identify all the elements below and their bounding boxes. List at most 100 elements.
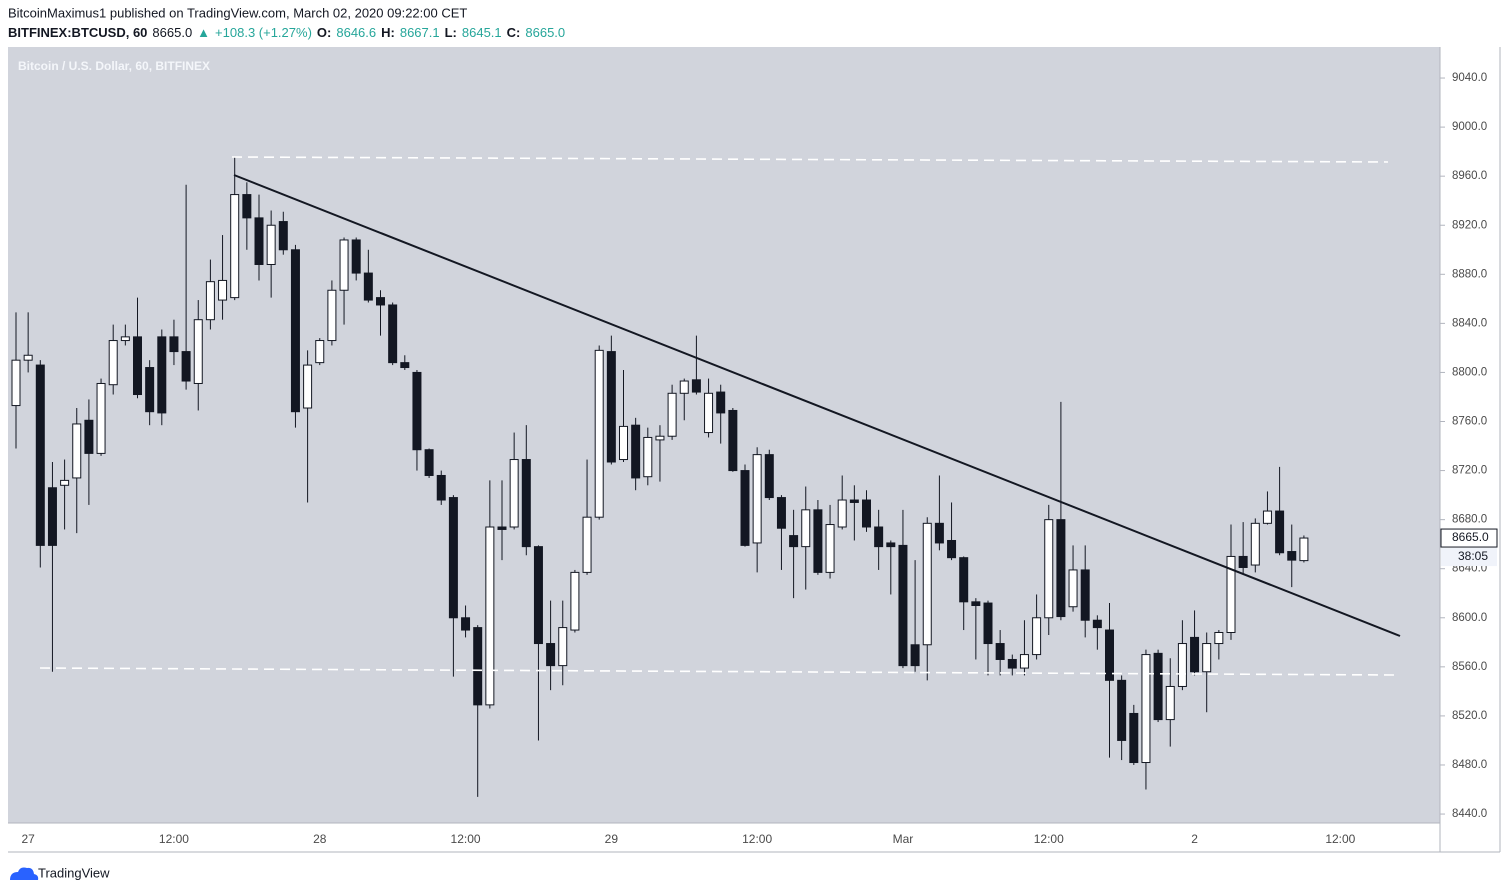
- candle-body: [934, 522, 944, 544]
- candle-body: [1032, 617, 1042, 656]
- candle-body: [546, 643, 556, 667]
- logo: TradingView: [10, 865, 110, 880]
- countdown-box: [1441, 548, 1497, 567]
- candle-body: [11, 359, 21, 407]
- candle-body: [47, 487, 57, 546]
- candle-body: [388, 304, 398, 364]
- candle-body: [728, 409, 738, 472]
- candle-body: [497, 526, 507, 530]
- candle-body: [351, 239, 361, 274]
- candle-body: [96, 382, 106, 454]
- y-tick-label: 8480.0: [1452, 759, 1487, 771]
- candle-body: [35, 364, 45, 546]
- byline: BitcoinMaximus1 published on TradingView…: [8, 5, 467, 20]
- candle-body: [776, 497, 786, 529]
- x-tick-label: 28: [313, 832, 327, 846]
- candle-body: [218, 279, 228, 301]
- candle-body: [1165, 685, 1175, 721]
- plot-area: [8, 47, 1440, 823]
- candle-body: [400, 362, 410, 369]
- candle-body: [606, 351, 616, 463]
- trend-line: [233, 174, 1401, 637]
- candle-body: [1056, 519, 1066, 618]
- candle-body: [242, 194, 252, 219]
- x-tick-label: 29: [605, 832, 619, 846]
- countdown-label: 38:05: [1458, 549, 1488, 563]
- y-tick-label: 8520.0: [1452, 710, 1487, 722]
- candle-body: [1177, 643, 1187, 687]
- candle-body: [582, 516, 592, 573]
- support-line: [39, 667, 1396, 676]
- candle-body: [509, 459, 519, 528]
- brand: TradingView: [38, 865, 110, 880]
- candle-body: [558, 627, 568, 667]
- y-tick-label: 9000.0: [1452, 121, 1487, 133]
- candle-body: [145, 367, 155, 413]
- y-tick-label: 8760.0: [1452, 416, 1487, 428]
- y-tick-label: 9040.0: [1452, 72, 1487, 84]
- candle-body: [1007, 658, 1017, 669]
- candles: [11, 156, 1309, 797]
- candle-body: [1262, 510, 1272, 524]
- y-tick-label: 8600.0: [1452, 612, 1487, 624]
- candle-body: [995, 643, 1005, 660]
- candle-body: [1105, 629, 1114, 681]
- candle-body: [631, 424, 641, 479]
- candle-body: [461, 617, 471, 631]
- candle-body: [691, 379, 701, 393]
- candle-body: [862, 499, 871, 528]
- candle-body: [1080, 569, 1090, 621]
- candle-body: [84, 419, 94, 454]
- candle-body: [874, 526, 884, 548]
- candle-body: [1153, 652, 1163, 721]
- candle-body: [448, 497, 458, 619]
- candle-body: [315, 340, 325, 364]
- candle-body: [886, 542, 896, 548]
- candle-body: [898, 544, 908, 667]
- candle-body: [983, 602, 993, 645]
- candle-body: [278, 221, 288, 251]
- candle-body: [108, 340, 118, 386]
- x-tick-label: 12:00: [1325, 832, 1355, 846]
- x-tick-label: Mar: [893, 832, 914, 846]
- quote-part: BITFINEX:BTCUSD, 60: [8, 25, 147, 40]
- candle-body: [679, 380, 689, 394]
- candle-body: [655, 435, 665, 441]
- y-tick-label: 8680.0: [1452, 514, 1487, 526]
- candle-body: [813, 509, 823, 573]
- candle-body: [327, 289, 337, 342]
- quote-part: 8665.0: [525, 25, 565, 40]
- candle-body: [436, 474, 446, 501]
- candle-body: [594, 349, 604, 518]
- candle-body: [230, 194, 240, 299]
- y-tick-label: 8440.0: [1452, 808, 1487, 820]
- quote-part: L:: [445, 25, 457, 40]
- candle-body: [376, 297, 385, 306]
- candle-body: [801, 509, 811, 548]
- quote-part: 8667.1: [400, 25, 440, 40]
- candle-body: [922, 522, 932, 646]
- quote-part: 8645.1: [462, 25, 502, 40]
- candle-body: [205, 281, 215, 321]
- x-tick-label: 27: [21, 832, 35, 846]
- candle-body: [667, 392, 677, 437]
- x-tick-label: 12:00: [159, 832, 189, 846]
- quote-part: O:: [317, 25, 331, 40]
- candle-body: [339, 239, 349, 291]
- quote-line: BITFINEX:BTCUSD, 60 8665.0 ▲ +108.3 (+1.27%…: [8, 25, 565, 40]
- quote-part: +108.3 (+1.27%): [215, 25, 312, 40]
- candle-body: [1238, 555, 1248, 568]
- candle-body: [643, 436, 653, 478]
- candle-body: [303, 364, 313, 409]
- y-tick-label: 8920.0: [1452, 219, 1487, 231]
- candle-body: [521, 459, 531, 548]
- candle-body: [120, 336, 130, 342]
- quote-part: H:: [381, 25, 395, 40]
- candle-body: [169, 336, 179, 353]
- chart-title: Bitcoin / U.S. Dollar, 60, BITFINEX: [18, 59, 210, 73]
- candle-body: [254, 217, 264, 265]
- y-tick-label: 8960.0: [1452, 170, 1487, 182]
- quote-part: 8646.6: [336, 25, 376, 40]
- x-tick-label: 12:00: [742, 832, 772, 846]
- candle-body: [1044, 519, 1054, 619]
